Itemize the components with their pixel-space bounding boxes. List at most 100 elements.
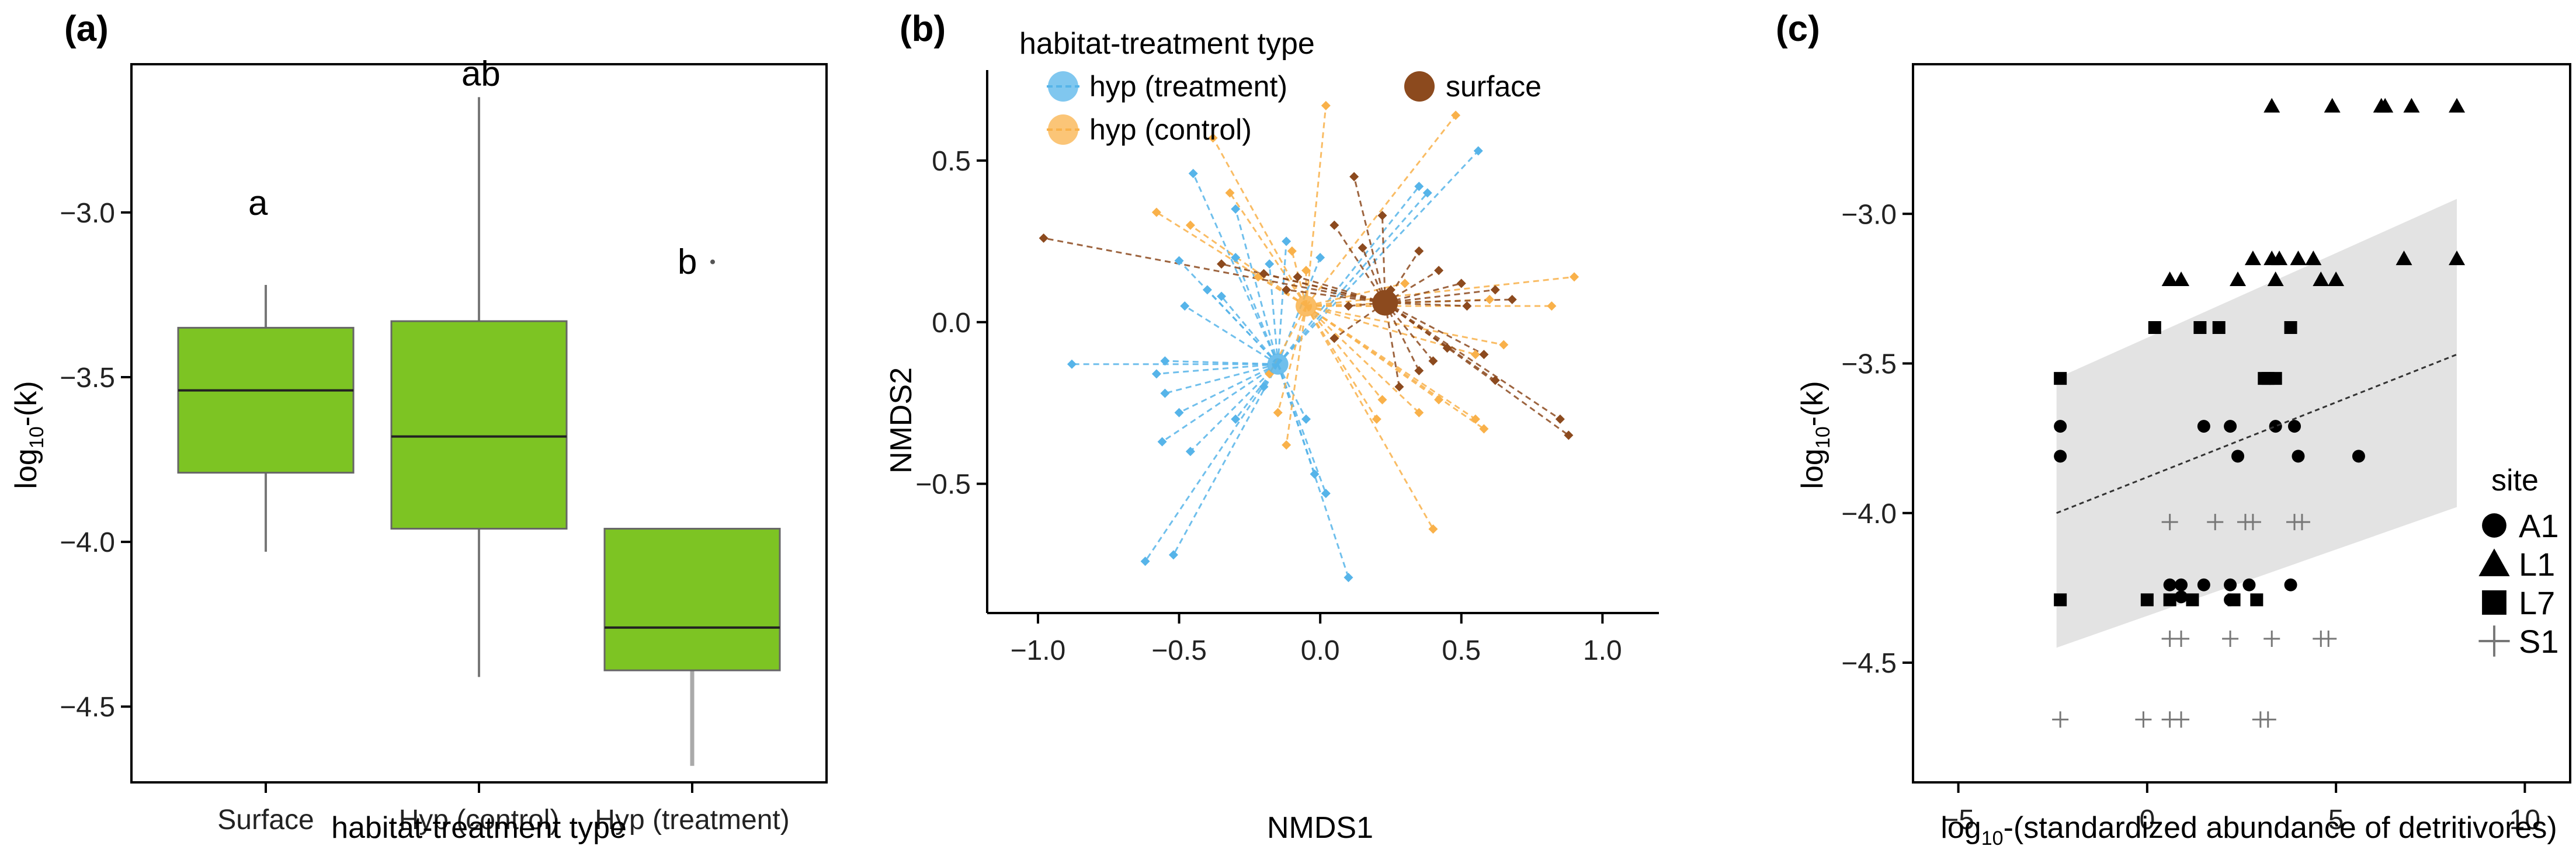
panel-b-spider-lines — [1043, 105, 1575, 578]
nmds-point — [1329, 333, 1339, 343]
spider-line — [1305, 114, 1457, 307]
nmds-point — [1174, 408, 1184, 417]
spider-line — [1381, 215, 1386, 303]
point-triangle — [2263, 98, 2280, 113]
box-body — [390, 320, 568, 530]
point-square — [2054, 593, 2067, 607]
spider-line — [1234, 257, 1279, 365]
nmds-point — [1377, 395, 1387, 405]
spider-line — [1277, 192, 1428, 365]
box-significance-letter: b — [678, 242, 697, 281]
point-triangle — [2305, 250, 2322, 266]
spider-line — [1297, 276, 1386, 304]
point-triangle — [2161, 271, 2178, 286]
point-square — [2227, 593, 2241, 607]
nmds-point — [1329, 220, 1339, 230]
nmds-point — [1259, 382, 1269, 392]
nmds-point — [1231, 204, 1241, 214]
nmds-point — [1188, 169, 1198, 179]
nmds-point — [1259, 269, 1269, 278]
spider-line — [1305, 305, 1378, 420]
nmds-point — [1217, 259, 1227, 269]
nmds-point — [1180, 301, 1190, 311]
nmds-point — [1217, 291, 1227, 301]
panel-b-axes — [986, 70, 1659, 614]
nmds-point — [1490, 375, 1500, 385]
legend-item-surface: surface — [1404, 70, 1542, 103]
box-body — [177, 326, 355, 474]
panel-c-y-axis-title: log10-(k) — [1796, 381, 1834, 489]
point-circle — [2242, 578, 2256, 591]
nmds-point — [1547, 301, 1557, 311]
panel-c-xtick-label: 0 — [2140, 805, 2155, 835]
nmds-point — [1160, 356, 1170, 366]
legend-label-hyp-control: hyp (control) — [1089, 113, 1252, 146]
nmds-point — [1414, 246, 1424, 256]
panel-c-legend-title: site — [2491, 464, 2539, 497]
spider-line — [1286, 288, 1386, 304]
point-cross — [2320, 631, 2337, 647]
legend-label-surface: surface — [1446, 70, 1542, 103]
nmds-point — [1479, 424, 1489, 434]
nmds-point — [1473, 146, 1483, 156]
panel-a-y-ticks: −3.0 −3.5 −4.0 −4.5 — [60, 198, 131, 723]
point-cross — [2222, 631, 2239, 647]
panel-c-x-axis-title: log10-(standardized abundance of detriti… — [1940, 811, 2557, 846]
spider-line — [1172, 364, 1279, 556]
panel-b-xtick-label: −0.5 — [1151, 635, 1207, 666]
panel-a: (a) −3.0 −3.5 −4.0 −4.5 a ab b Surface Hyp (co… — [9, 9, 828, 845]
panel-c-ylabel-suffix: -(k) — [1796, 381, 1829, 426]
panel-a-boxes: a ab b — [177, 54, 781, 766]
nmds-point — [1555, 414, 1565, 424]
nmds-point — [1564, 430, 1574, 440]
panel-a-ytick-label: −3.5 — [60, 363, 115, 394]
nmds-point — [1282, 440, 1292, 450]
nmds-point — [1485, 295, 1495, 305]
nmds-point — [1321, 489, 1331, 499]
point-triangle — [2328, 271, 2345, 286]
nmds-point — [1377, 211, 1387, 221]
panel-b-xtick-label: 1.0 — [1583, 635, 1622, 666]
panel-b-legend-title: habitat-treatment type — [1019, 27, 1315, 61]
nmds-point — [1499, 340, 1509, 350]
spider-line — [1305, 305, 1420, 413]
nmds-point — [1428, 356, 1438, 366]
panel-a-ylabel-main: log — [9, 448, 43, 489]
legend-item-hyp-treatment: hyp (treatment) — [1047, 70, 1287, 103]
spider-line — [1306, 305, 1485, 430]
point-cross — [2293, 514, 2310, 531]
legend-label-l1: L1 — [2519, 546, 2555, 583]
spider-line — [1189, 363, 1279, 452]
box-1: ab — [390, 54, 568, 677]
nmds-point — [1282, 285, 1292, 295]
nmds-point — [1140, 556, 1150, 566]
panel-b-points — [1039, 100, 1579, 583]
legend-item-l1: L1 — [2478, 546, 2555, 583]
point-triangle — [2313, 271, 2329, 286]
point-square — [2163, 593, 2176, 607]
legend-label-hyp-treatment: hyp (treatment) — [1089, 70, 1287, 103]
panel-b-ytick-label: −0.5 — [915, 469, 971, 500]
spider-line — [1385, 302, 1467, 307]
point-cross — [2259, 711, 2276, 728]
spider-line — [1305, 305, 1434, 530]
nmds-point — [1231, 414, 1241, 424]
nmds-point — [1157, 437, 1167, 447]
point-circle — [2163, 578, 2176, 591]
spider-line — [1206, 289, 1279, 365]
nmds-point — [1434, 266, 1444, 276]
panel-a-ytick-label: −4.0 — [60, 527, 115, 558]
nmds-point — [1321, 100, 1331, 110]
point-cross — [2173, 711, 2190, 728]
spider-line — [1384, 302, 1561, 420]
nmds-point — [1301, 414, 1311, 424]
spider-line — [1285, 305, 1307, 445]
panel-b-xtick-label: −1.0 — [1011, 635, 1066, 666]
point-circle — [2175, 590, 2188, 604]
spider-line — [1277, 241, 1287, 364]
spider-line — [1306, 276, 1575, 307]
panel-c-ytick-label: −4.0 — [1841, 499, 1897, 530]
nmds-point — [1293, 272, 1303, 282]
panel-c-label: (c) — [1776, 9, 1820, 49]
panel-c-xlabel-sub: 10 — [1981, 827, 2004, 846]
